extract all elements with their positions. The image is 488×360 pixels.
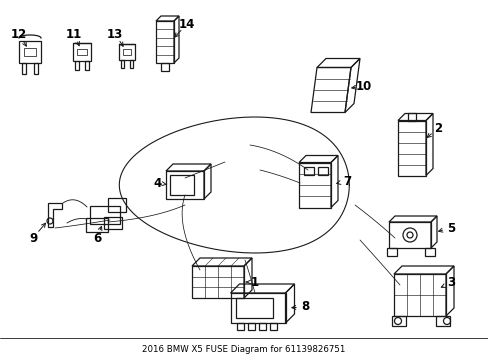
Bar: [192, 266, 244, 298]
Bar: [21, 63, 26, 74]
Bar: [391, 316, 405, 326]
Text: 14: 14: [179, 18, 195, 31]
Text: 13: 13: [107, 27, 123, 41]
Bar: [388, 222, 430, 248]
Bar: [386, 248, 396, 256]
Text: 4: 4: [154, 176, 162, 189]
Bar: [86, 218, 108, 232]
Bar: [298, 162, 330, 207]
Bar: [34, 63, 38, 74]
Bar: [161, 63, 169, 71]
Bar: [85, 61, 89, 70]
Bar: [317, 166, 327, 175]
Bar: [393, 274, 445, 316]
Text: 8: 8: [300, 301, 308, 314]
Bar: [424, 248, 434, 256]
Text: 1: 1: [250, 275, 259, 288]
Bar: [122, 49, 131, 55]
Bar: [235, 298, 272, 318]
Bar: [435, 316, 449, 326]
Bar: [90, 206, 120, 224]
Bar: [108, 198, 126, 212]
Text: 9: 9: [29, 231, 37, 244]
Text: 2: 2: [433, 122, 441, 135]
Bar: [24, 48, 36, 56]
Text: 3: 3: [446, 276, 454, 289]
Bar: [407, 113, 415, 121]
Bar: [73, 43, 91, 61]
Bar: [121, 60, 124, 68]
Bar: [304, 166, 313, 175]
Text: 12: 12: [11, 27, 27, 41]
Bar: [258, 323, 265, 330]
Bar: [397, 121, 425, 176]
Bar: [247, 323, 254, 330]
Bar: [19, 41, 41, 63]
Bar: [104, 217, 122, 229]
Text: 2016 BMW X5 FUSE Diagram for 61139826751: 2016 BMW X5 FUSE Diagram for 61139826751: [142, 346, 345, 355]
Bar: [269, 323, 276, 330]
Text: 5: 5: [446, 221, 454, 234]
Bar: [165, 171, 203, 199]
Text: 10: 10: [355, 80, 371, 93]
Text: 7: 7: [342, 175, 350, 188]
Bar: [236, 323, 243, 330]
Bar: [119, 44, 135, 60]
Bar: [77, 49, 87, 55]
Bar: [129, 60, 133, 68]
Bar: [75, 61, 79, 70]
Bar: [170, 175, 194, 195]
Bar: [230, 293, 285, 323]
Text: 6: 6: [93, 231, 101, 244]
Text: 11: 11: [66, 27, 82, 41]
Bar: [156, 21, 174, 63]
